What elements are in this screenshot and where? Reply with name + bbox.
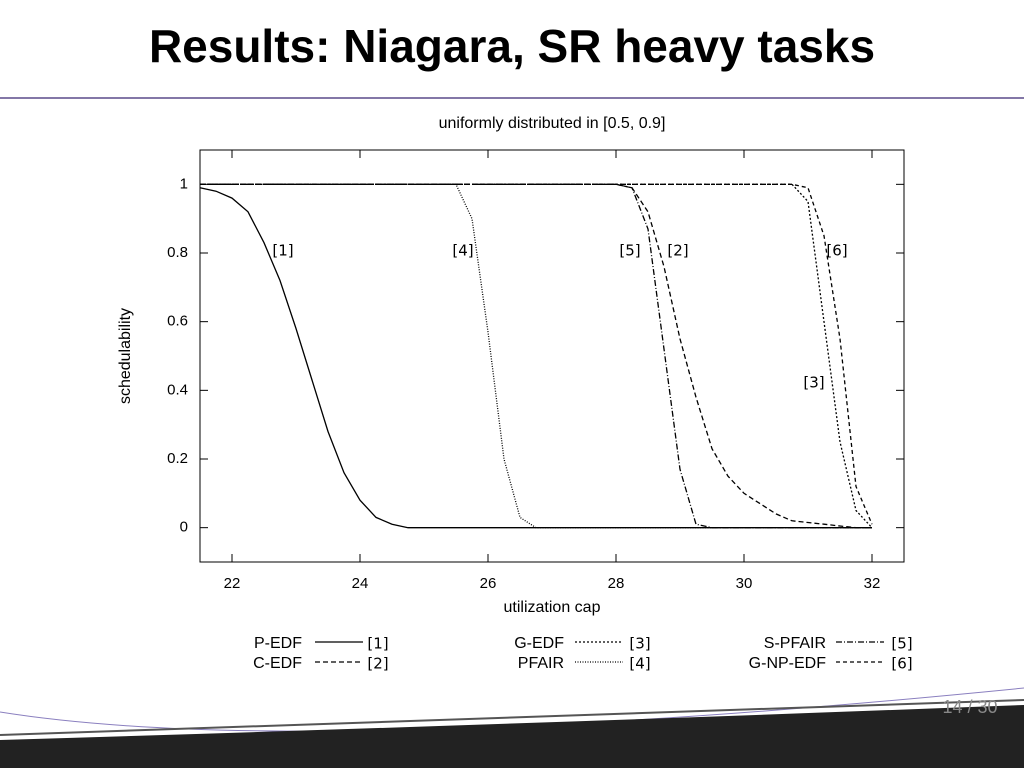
decor-band <box>0 705 1024 768</box>
y-tick-label: 0 <box>180 519 188 536</box>
series-line <box>200 183 873 529</box>
curve-annotation: [5] <box>619 242 640 260</box>
y-tick-label: 0.6 <box>167 313 188 330</box>
curve-annotation: [2] <box>667 242 688 260</box>
curve-annotation: [4] <box>452 242 473 260</box>
legend-tag: [1] <box>367 635 388 653</box>
page-number: 14 / 30 <box>942 697 997 717</box>
y-tick-label: 0.8 <box>167 244 188 261</box>
x-tick-label: 28 <box>608 575 625 592</box>
legend-label: P-EDF <box>254 635 302 652</box>
x-tick-label: 24 <box>352 575 369 592</box>
series-line <box>200 183 873 525</box>
y-tick-label: 0.4 <box>167 381 188 398</box>
y-tick-label: 1 <box>180 175 188 192</box>
x-axis-label: utilization cap <box>504 599 601 616</box>
curve-annotation: [6] <box>826 242 847 260</box>
legend-tag: [6] <box>891 655 912 673</box>
chart-title: uniformly distributed in [0.5, 0.9] <box>439 115 666 132</box>
x-tick-label: 30 <box>736 575 753 592</box>
x-tick-label: 26 <box>480 575 497 592</box>
legend-tag: [4] <box>629 655 650 673</box>
legend-tag: [5] <box>891 635 912 653</box>
legend-label: PFAIR <box>518 655 564 672</box>
legend-tag: [3] <box>629 635 650 653</box>
x-tick-label: 32 <box>864 575 881 592</box>
series-line <box>200 183 872 529</box>
series-line <box>200 183 872 529</box>
series-line <box>199 187 872 529</box>
legend-label: C-EDF <box>253 655 302 672</box>
legend-label: G-NP-EDF <box>749 655 827 672</box>
legend-label: S-PFAIR <box>764 635 826 652</box>
slide-title: Results: Niagara, SR heavy tasks <box>149 20 875 72</box>
x-tick-label: 22 <box>224 575 241 592</box>
y-tick-label: 0.2 <box>167 450 188 467</box>
series-line <box>200 183 872 529</box>
curve-annotation: [3] <box>803 374 824 392</box>
legend-label: G-EDF <box>514 635 564 652</box>
plot-frame <box>199 149 905 563</box>
y-axis-label: schedulability <box>117 308 134 404</box>
legend-tag: [2] <box>367 655 388 673</box>
curve-annotation: [1] <box>272 242 293 260</box>
